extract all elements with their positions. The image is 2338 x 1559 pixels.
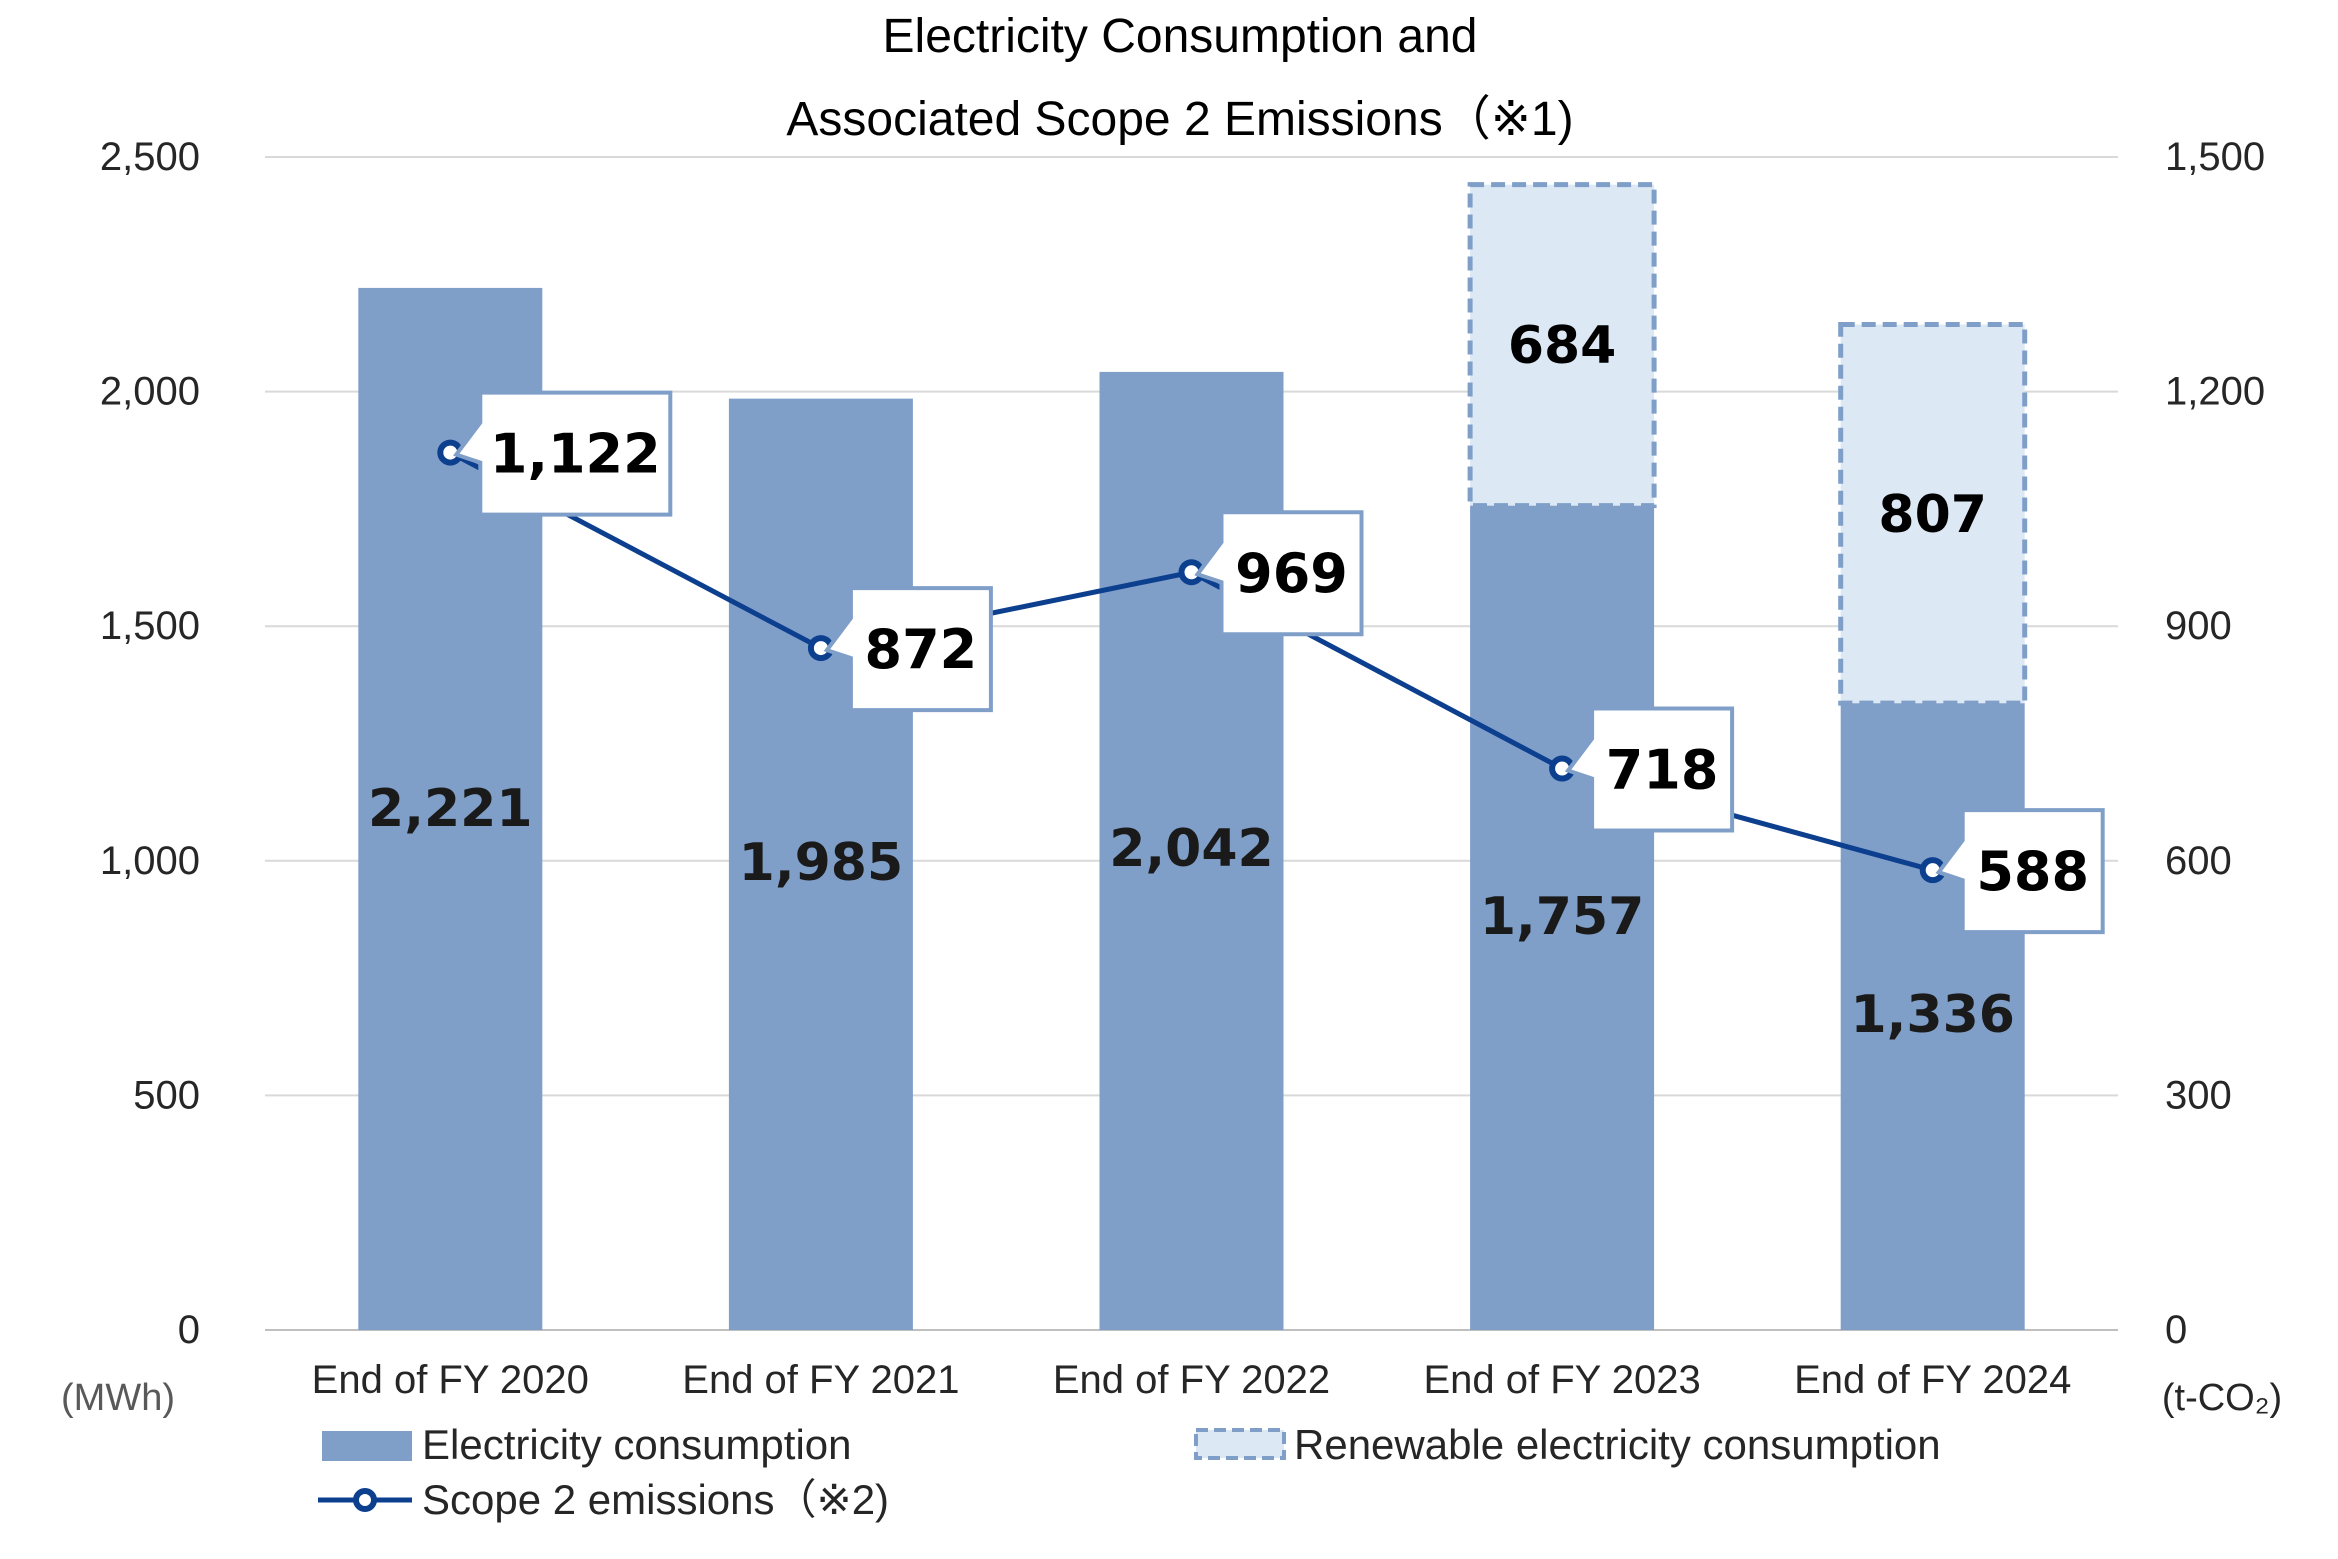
legend-swatch-renewable xyxy=(1194,1428,1286,1460)
legend: Electricity consumption Renewable electri… xyxy=(318,1421,1941,1523)
axes: 0 500 1,000 1,500 2,000 2,500 0 300 600 900 1,200 1… xyxy=(61,135,2282,1419)
legend-label-emissions: Scope 2 emissions（※2) xyxy=(422,1476,889,1523)
emission-value-label: 969 xyxy=(1235,542,1348,605)
consumption-bar xyxy=(1470,505,1655,1330)
category-label: End of FY 2020 xyxy=(312,1358,589,1402)
right-tick-label: 600 xyxy=(2165,839,2232,883)
left-tick-label: 1,000 xyxy=(100,839,200,883)
title-line: Electricity Consumption and xyxy=(883,10,1478,63)
legend-label-consumption: Electricity consumption xyxy=(422,1421,852,1468)
consumption-value-label: 2,221 xyxy=(368,779,532,839)
left-tick-label: 2,500 xyxy=(100,135,200,179)
emission-value-label: 588 xyxy=(1976,840,2089,903)
renewable-value-label: 807 xyxy=(1878,485,1987,545)
bars xyxy=(358,182,2028,1331)
legend-swatch-consumption xyxy=(322,1431,412,1461)
right-tick-label: 900 xyxy=(2165,604,2232,648)
legend-swatch-emissions-point xyxy=(353,1488,377,1512)
renewable-value-label: 684 xyxy=(1508,316,1617,376)
emission-callout xyxy=(823,586,993,713)
legend-label-renewable: Renewable electricity consumption xyxy=(1294,1421,1941,1468)
renewable-bar xyxy=(1467,182,1657,509)
data-labels: 684 807 2,221 1,985 2,042 1,757 1,336 1,122 872 9… xyxy=(368,316,2105,1045)
emission-callout xyxy=(1935,808,2105,935)
right-tick-label: 1,200 xyxy=(2165,370,2265,414)
emission-value-label: 718 xyxy=(1606,739,1719,802)
emission-callout xyxy=(1564,706,1735,833)
consumption-bar xyxy=(728,398,913,1330)
left-axis-unit: (MWh) xyxy=(61,1377,175,1419)
emission-callout xyxy=(453,390,673,517)
category-label: End of FY 2024 xyxy=(1794,1358,2071,1402)
left-tick-label: 500 xyxy=(133,1073,200,1117)
emission-value-label: 1,122 xyxy=(490,423,661,486)
left-tick-label: 1,500 xyxy=(100,604,200,648)
emission-callout xyxy=(1194,510,1364,637)
category-label: End of FY 2021 xyxy=(682,1358,959,1402)
left-tick-label: 2,000 xyxy=(100,370,200,414)
consumption-value-label: 2,042 xyxy=(1109,819,1273,879)
left-tick-label: 0 xyxy=(178,1308,200,1352)
emission-value-label: 872 xyxy=(865,618,978,681)
right-tick-label: 1,500 xyxy=(2165,135,2265,179)
consumption-value-label: 1,336 xyxy=(1850,985,2014,1045)
right-tick-label: 300 xyxy=(2165,1073,2232,1117)
title-line: Associated Scope 2 Emissions（※1) xyxy=(786,93,1573,146)
right-tick-label: 0 xyxy=(2165,1308,2187,1352)
consumption-value-label: 1,985 xyxy=(739,833,903,893)
consumption-value-label: 1,757 xyxy=(1480,887,1644,947)
renewable-bar xyxy=(1838,322,2028,706)
category-label: End of FY 2023 xyxy=(1423,1358,1700,1402)
category-label: End of FY 2022 xyxy=(1053,1358,1330,1402)
right-axis-unit: (t-CO₂) xyxy=(2162,1377,2282,1419)
consumption-bar xyxy=(1840,703,2025,1330)
chart-title: Electricity Consumption and Associated Sc… xyxy=(786,10,1573,146)
